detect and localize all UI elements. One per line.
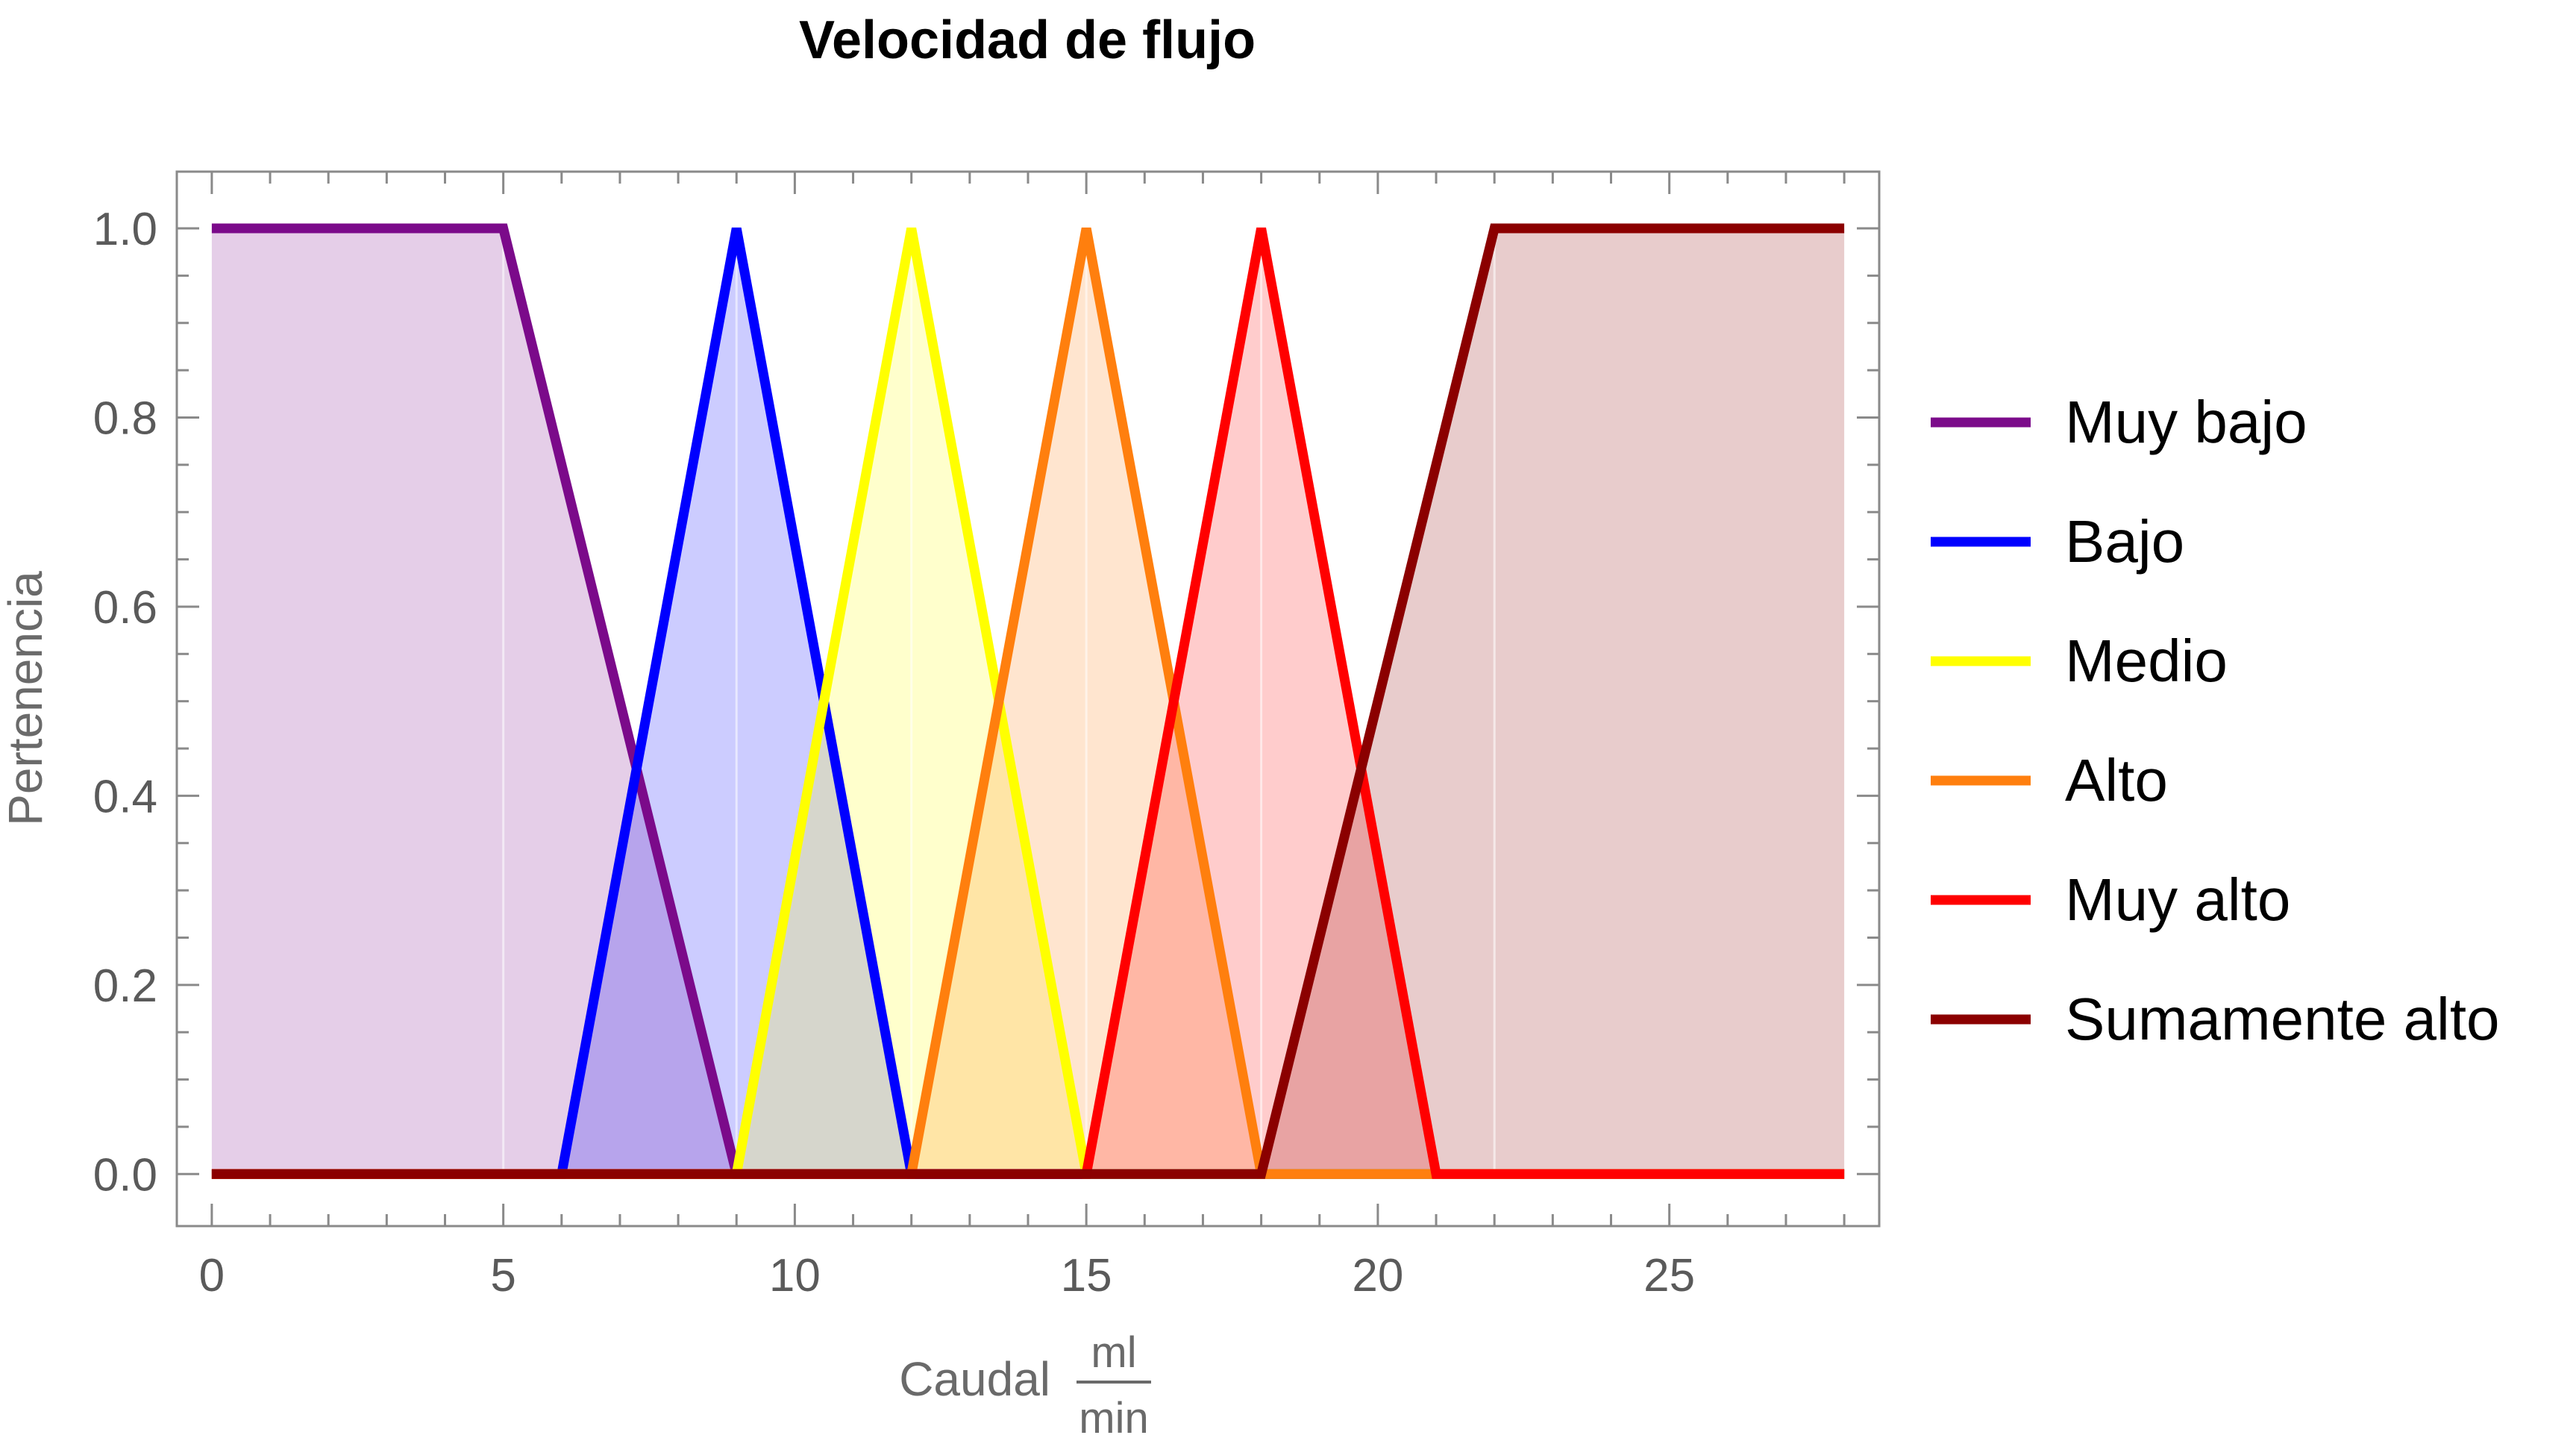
series-fill-medio [211, 228, 1845, 1175]
legend-label: Alto [2065, 747, 2168, 813]
x-tick-label: 10 [769, 1250, 821, 1301]
series-fill-muy-bajo [211, 228, 1845, 1175]
series-fills [211, 228, 1845, 1175]
faint-reference-lines [502, 228, 1496, 1175]
axis-ticks [177, 172, 1879, 1226]
legend-label: Bajo [2065, 508, 2184, 575]
x-tick-label: 0 [199, 1250, 225, 1301]
chart-title: Velocidad de flujo [799, 10, 1256, 70]
y-axis-label: Pertenencia [0, 571, 52, 826]
x-axis-unit-numerator: ml [1091, 1328, 1136, 1377]
y-tick-label: 0.4 [93, 771, 157, 822]
legend-entry-bajo: Bajo [1931, 508, 2184, 575]
legend: Muy bajo Bajo Medio Alto Muy alto Sumamente a… [1931, 389, 2500, 1052]
legend-entry-muy-bajo: Muy bajo [1931, 389, 2307, 455]
axis-tick-labels: 0 5 10 15 20 25 0.0 0.2 0.4 0.6 0.8 1.0 [93, 204, 1695, 1301]
x-tick-label: 20 [1352, 1250, 1403, 1301]
legend-label: Muy alto [2065, 866, 2290, 933]
y-tick-label: 0.2 [93, 960, 157, 1012]
legend-entry-sumamente-alto: Sumamente alto [1931, 986, 2500, 1052]
series-fill-bajo [211, 228, 1845, 1175]
x-axis-unit-denominator: min [1079, 1394, 1148, 1441]
legend-label: Medio [2065, 628, 2228, 694]
x-tick-label: 25 [1643, 1250, 1695, 1301]
legend-entry-alto: Alto [1931, 747, 2168, 813]
y-tick-label: 0.6 [93, 582, 157, 634]
legend-label: Muy bajo [2065, 389, 2307, 455]
x-tick-label: 5 [490, 1250, 515, 1301]
y-tick-label: 0.0 [93, 1149, 157, 1201]
legend-entry-medio: Medio [1931, 628, 2228, 694]
x-axis-label-prefix: Caudal [899, 1352, 1050, 1406]
series-line-sumamente-alto [211, 223, 1845, 1179]
x-axis-label: Caudal ml min [899, 1328, 1151, 1441]
legend-label: Sumamente alto [2065, 986, 2500, 1052]
y-tick-label: 0.8 [93, 393, 157, 444]
series-fill-alto [211, 228, 1845, 1175]
series-lines [211, 223, 1845, 1179]
y-tick-label: 1.0 [93, 204, 157, 255]
x-tick-label: 15 [1061, 1250, 1112, 1301]
legend-entry-muy-alto: Muy alto [1931, 866, 2290, 933]
